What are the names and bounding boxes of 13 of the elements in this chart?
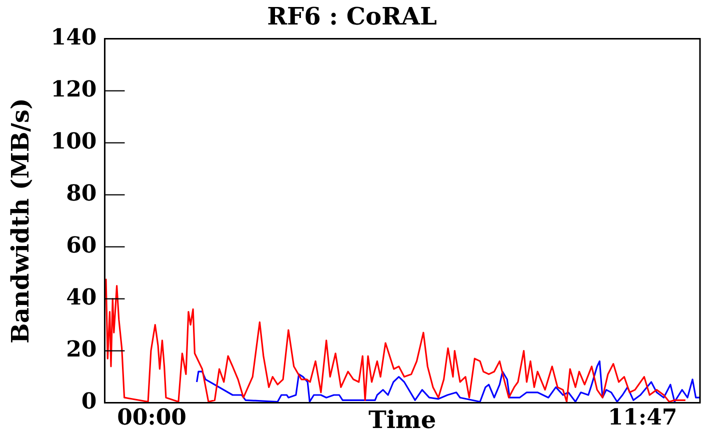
- chart-title: RF6 : CoRAL: [267, 2, 438, 31]
- x-axis-title: Time: [368, 404, 436, 434]
- y-tick-label: 40: [66, 284, 97, 311]
- x-tick-label: 00:00: [117, 404, 186, 431]
- y-tick-label: 0: [81, 388, 97, 415]
- y-tick-label: 80: [66, 180, 97, 207]
- y-tick-label: 20: [66, 336, 97, 363]
- x-tick-label: 11:47: [608, 404, 678, 431]
- y-tick-label: 140: [50, 24, 97, 51]
- y-tick-label: 100: [50, 128, 97, 155]
- y-axis-title: Bandwidth (MB/s): [6, 98, 35, 344]
- y-tick-label: 120: [50, 76, 97, 103]
- y-tick-label: 60: [66, 232, 97, 259]
